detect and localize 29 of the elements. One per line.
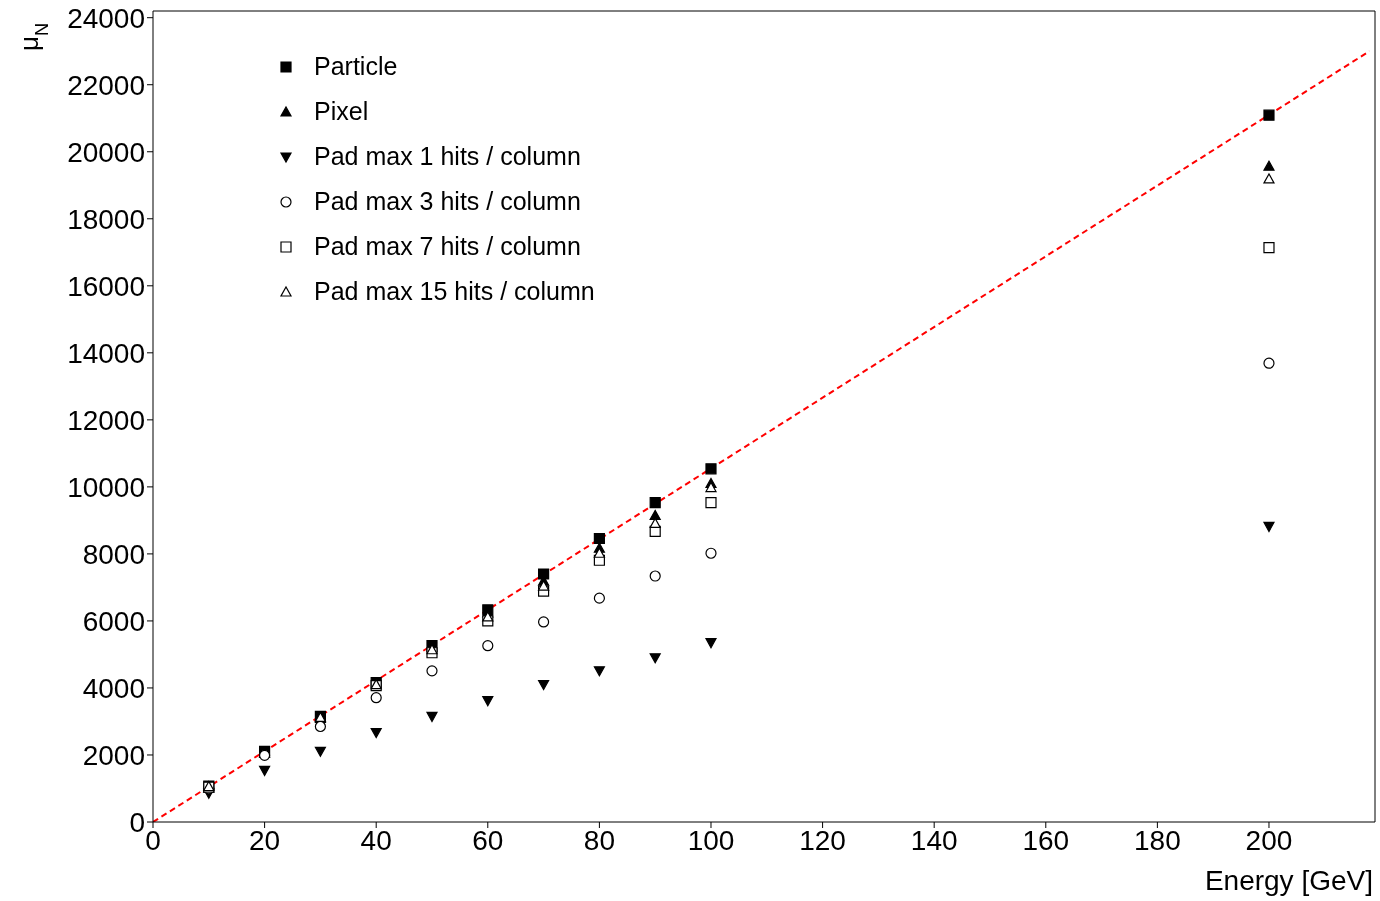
x-tick-label: 60 [472, 824, 504, 856]
legend-label: Pad max 15 hits / column [314, 277, 595, 306]
y-tick-label: 18000 [67, 203, 145, 235]
y-tick-label: 20000 [67, 136, 145, 168]
x-tick-label: 80 [583, 824, 615, 856]
x-tick-label: 160 [1022, 824, 1070, 856]
legend-label: Pad max 3 hits / column [314, 187, 581, 216]
x-tick-label: 120 [799, 824, 846, 856]
x-tick-label: 100 [687, 824, 735, 856]
y-tick-label: 22000 [67, 69, 145, 101]
legend-label: Pad max 1 hits / column [314, 142, 581, 171]
y-tick-label: 4000 [82, 672, 145, 704]
x-axis-title: Energy [GeV] [1204, 865, 1373, 896]
y-tick-label: 6000 [82, 605, 145, 637]
y-tick-label: 8000 [82, 538, 145, 570]
x-tick-label: 40 [360, 824, 392, 856]
x-tick-label: 200 [1245, 824, 1293, 856]
legend-label: Pad max 7 hits / column [314, 232, 581, 261]
y-tick-label: 16000 [67, 270, 145, 302]
y-tick-label: 2000 [82, 739, 145, 771]
x-tick-label: 20 [249, 824, 281, 856]
y-tick-label: 10000 [67, 471, 145, 503]
legend-label: Pixel [314, 97, 369, 126]
x-tick-label: 180 [1134, 824, 1181, 856]
legend-label: Particle [314, 52, 398, 81]
y-tick-label: 24000 [67, 2, 145, 34]
x-tick-label: 140 [910, 824, 958, 856]
y-tick-label: 12000 [67, 404, 145, 436]
y-tick-label: 14000 [67, 337, 145, 369]
